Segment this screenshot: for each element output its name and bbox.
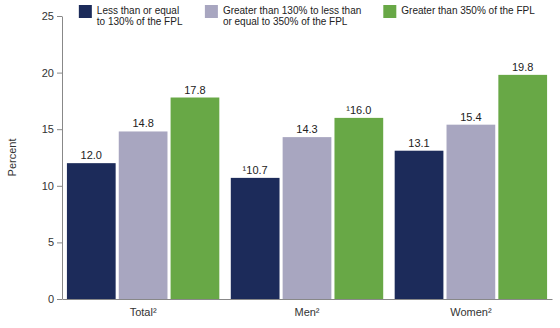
x-axis-line	[63, 299, 553, 300]
bars	[67, 75, 547, 299]
legend-label: Greater than 130% to less thanor equal t…	[223, 5, 361, 27]
legend-entry: Greater than 350% of the FPL	[383, 5, 535, 18]
y-tick-label: 15	[42, 123, 54, 135]
x-tick-label: Total²	[130, 306, 157, 318]
y-tick-label: 5	[48, 236, 54, 248]
data-labels: 12.0 ¹10.7 13.1 14.8 14.3 15.4 17.8 ¹16.0 19.8	[81, 61, 534, 176]
legend: Less than or equalto 130% of the FPL Grea…	[79, 5, 535, 27]
bar	[171, 98, 220, 299]
x-tick-label: Men²	[294, 306, 319, 318]
y-axis: 0 5 10 15 20 25	[42, 10, 63, 305]
y-tick-mark	[57, 129, 62, 130]
bar	[231, 178, 280, 299]
y-tick-label: 0	[48, 293, 54, 305]
legend-swatch	[383, 5, 396, 18]
x-tick: Women²	[450, 299, 492, 318]
bar	[67, 163, 116, 299]
legend-label: Greater than 350% of the FPL	[401, 5, 535, 16]
data-label: 12.0	[81, 149, 102, 161]
y-tick-mark	[57, 242, 62, 243]
bar	[119, 131, 168, 299]
bar	[498, 75, 547, 299]
data-label: ¹10.7	[243, 164, 268, 176]
legend-swatch	[79, 5, 92, 18]
bar	[334, 118, 383, 299]
y-tick-mark	[57, 73, 62, 74]
y-tick: 0	[48, 293, 62, 305]
data-label: 19.8	[512, 61, 533, 73]
y-axis-title: Percent	[6, 139, 18, 177]
data-label: 14.8	[132, 117, 153, 129]
y-tick: 5	[48, 236, 62, 248]
x-axis: Total² Men² Women²	[63, 299, 553, 318]
data-label: 15.4	[460, 111, 481, 123]
y-tick: 20	[42, 67, 62, 79]
legend-swatch	[205, 5, 218, 18]
series	[171, 75, 547, 299]
data-label: ¹16.0	[346, 104, 371, 116]
bar	[283, 137, 332, 299]
y-tick-mark	[57, 299, 62, 300]
y-axis-line	[62, 17, 63, 300]
x-tick: Total²	[130, 299, 157, 318]
x-tick-label: Women²	[450, 306, 492, 318]
y-tick: 10	[42, 180, 62, 192]
x-tick: Men²	[294, 299, 319, 318]
legend-entry: Less than or equalto 130% of the FPL	[79, 5, 183, 27]
y-tick-label: 10	[42, 180, 54, 192]
data-label: 17.8	[184, 84, 205, 96]
legend-label: Less than or equalto 130% of the FPL	[97, 5, 183, 27]
bar	[447, 125, 496, 299]
plot: 0510152025Total²Men²Women²12.0¹10.713.11…	[42, 10, 553, 318]
y-tick-label: 25	[42, 10, 54, 22]
data-label: 13.1	[408, 137, 429, 149]
y-tick: 25	[42, 10, 62, 22]
legend-entry: Greater than 130% to less thanor equal t…	[205, 5, 361, 27]
y-tick-mark	[57, 186, 62, 187]
y-tick-label: 20	[42, 67, 54, 79]
chart: 0510152025Total²Men²Women²12.0¹10.713.11…	[0, 0, 560, 328]
data-label: 14.3	[296, 123, 317, 135]
bar	[395, 151, 444, 299]
y-tick: 15	[42, 123, 62, 135]
y-tick-mark	[57, 16, 62, 17]
